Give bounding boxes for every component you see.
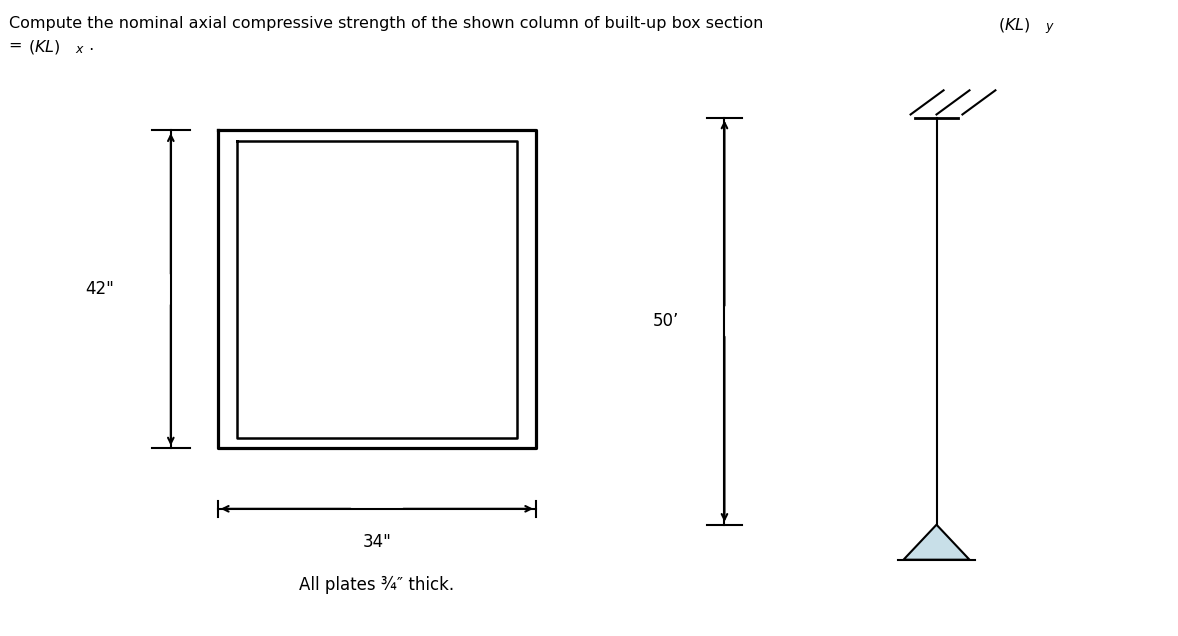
- Text: $x$: $x$: [75, 43, 85, 56]
- Text: =: =: [9, 38, 28, 53]
- Text: $(KL)$: $(KL)$: [998, 16, 1031, 34]
- Text: All plates ¾″ thick.: All plates ¾″ thick.: [299, 576, 455, 593]
- Text: 50’: 50’: [653, 312, 679, 330]
- Text: Compute the nominal axial compressive strength of the shown column of built-up b: Compute the nominal axial compressive st…: [9, 16, 769, 31]
- Text: $y$: $y$: [1045, 21, 1054, 35]
- Text: $(KL)$: $(KL)$: [28, 38, 61, 56]
- Text: 34": 34": [363, 533, 391, 551]
- Polygon shape: [904, 525, 969, 560]
- Text: 42": 42": [86, 280, 114, 298]
- Text: .: .: [84, 38, 94, 53]
